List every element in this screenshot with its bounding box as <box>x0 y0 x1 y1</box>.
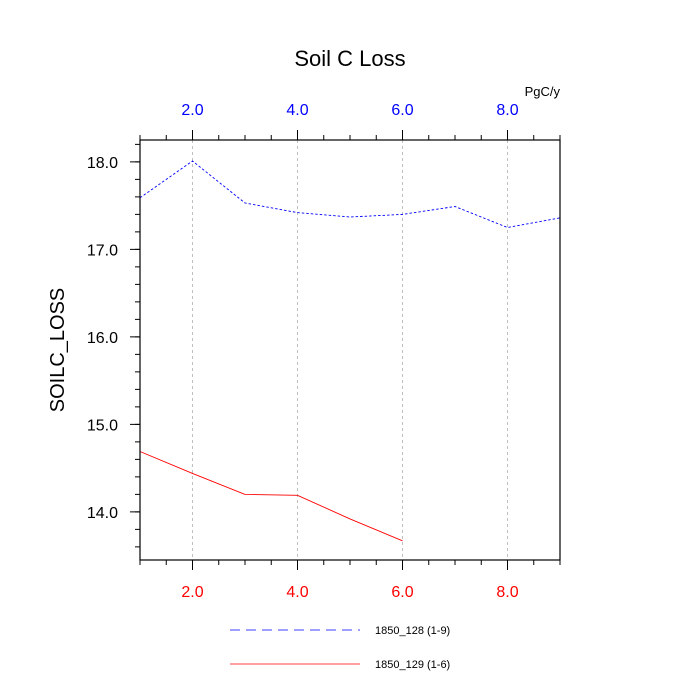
x-top-tick-label-1: 4.0 <box>286 102 308 119</box>
x-bottom-tick-label-0: 2.0 <box>181 584 203 601</box>
y-axis-label: SOILC_LOSS <box>47 288 69 413</box>
x-bottom-tick-label-1: 4.0 <box>286 584 308 601</box>
legend-label-1: 1850_129 (1-6) <box>375 659 450 671</box>
series-layer <box>139 160 561 542</box>
plot-frame <box>139 139 561 561</box>
series-line-0 <box>139 160 561 228</box>
y-tick-label-2: 16.0 <box>87 330 118 347</box>
axes: 2.0 2.0 4.0 4.0 6.0 6.0 8.0 8.0 14.0 15.0 16.0 17.0… <box>87 102 561 601</box>
y-tick-label-0: 14.0 <box>87 505 118 522</box>
x-top-tick-label-2: 6.0 <box>391 102 413 119</box>
x-bottom-tick-label-2: 6.0 <box>391 584 413 601</box>
series-line-1 <box>139 451 403 542</box>
y-tick-label-4: 18.0 <box>87 155 118 172</box>
y-tick-label-1: 15.0 <box>87 417 118 434</box>
legend-label-0: 1850_128 (1-9) <box>375 625 450 637</box>
chart-title: Soil C Loss <box>294 46 405 71</box>
grid-lines <box>192 140 508 560</box>
legend: 1850_128 (1-9) 1850_129 (1-6) <box>230 625 450 671</box>
y-tick-label-3: 17.0 <box>87 242 118 259</box>
x-top-tick-label-3: 8.0 <box>496 102 518 119</box>
x-top-tick-label-0: 2.0 <box>181 102 203 119</box>
x-bottom-tick-label-3: 8.0 <box>496 584 518 601</box>
top-axis-unit-label: PgC/y <box>525 84 561 99</box>
